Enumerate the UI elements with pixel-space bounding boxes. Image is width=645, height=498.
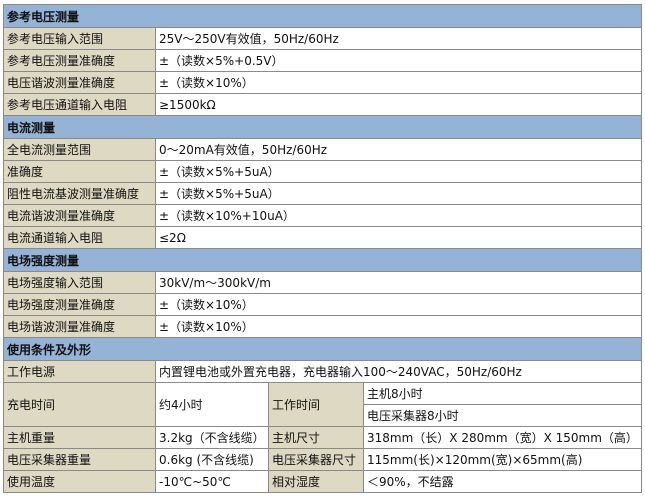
row-value: ±（读数×10%） — [155, 71, 642, 94]
table-row: 主机重量 3.2kg（不含线缆） 主机尺寸 318mm（长）X 280mm（宽）X 1… — [3, 426, 642, 449]
row-value: ±（读数×10%） — [155, 293, 642, 316]
row-value: ≤2Ω — [155, 226, 642, 249]
table-row: 准确度 ±（读数×5%+5uA） — [3, 160, 642, 183]
table-row: 使用温度 -10℃~50℃ 相对湿度 ＜90%，不结露 — [3, 470, 642, 493]
table-row: 电场谐波测量准确度 ±（读数×10%） — [3, 315, 642, 338]
table-row: 参考电压测量准确度 ±（读数×5%+0.5V） — [3, 49, 642, 72]
row-label: 参考电压通道输入电阻 — [3, 93, 156, 116]
table-row: 电压采集器8小时 — [4, 404, 642, 427]
table-row: 充电时间 约4小时 工作时间 主机8小时 — [3, 382, 642, 427]
row-label: 准确度 — [3, 160, 156, 183]
row-value: ±（读数×10%） — [155, 315, 642, 338]
row-value: ±（读数×5%+5uA） — [155, 182, 642, 205]
row-label: 参考电压输入范围 — [3, 27, 156, 50]
table-row: 全电流测量范围 0～20mA有效值，50Hz/60Hz — [3, 138, 642, 161]
row-label: 电场谐波测量准确度 — [3, 315, 156, 338]
table-row: 电流通道输入电阻 ≤2Ω — [3, 226, 642, 249]
row-value: ±（读数×10%+10uA） — [155, 204, 642, 227]
row-label: 电场强度测量准确度 — [3, 293, 156, 316]
row-label: 电压谐波测量准确度 — [3, 71, 156, 94]
spec-table: 参考电压测量 参考电压输入范围 25V～250V有效值，50Hz/60Hz 参考电压测… — [3, 4, 642, 493]
table-row: 电场强度测量准确度 ±（读数×10%） — [3, 293, 642, 316]
table-row: 阻性电流基波测量准确度 ±（读数×5%+5uA） — [3, 182, 642, 205]
row-label: 参考电压测量准确度 — [3, 49, 156, 72]
table-row: 参考电压通道输入电阻 ≥1500kΩ — [3, 93, 642, 116]
row-value: 30kV/m～300kV/m — [155, 271, 642, 294]
table-row: 工作电源 内置锂电池或外置充电器，充电器输入100～240VAC，50Hz/60H… — [3, 360, 642, 383]
row-label: 电流通道输入电阻 — [3, 226, 156, 249]
table-row: 电压谐波测量准确度 ±（读数×10%） — [3, 71, 642, 94]
section-header: 参考电压测量 — [3, 4, 642, 28]
row-value: ±（读数×5%+0.5V） — [155, 49, 642, 72]
table-row: 电场强度输入范围 30kV/m～300kV/m — [3, 271, 642, 294]
section-header: 电流测量 — [3, 115, 642, 139]
table-row: 参考电压输入范围 25V～250V有效值，50Hz/60Hz — [3, 27, 642, 50]
table-row: 电流谐波测量准确度 ±（读数×10%+10uA） — [3, 204, 642, 227]
row-value: ≥1500kΩ — [155, 93, 642, 116]
row-value: 25V～250V有效值，50Hz/60Hz — [155, 27, 642, 50]
section-header: 使用条件及外形 — [3, 337, 642, 361]
row-label: 电流谐波测量准确度 — [3, 204, 156, 227]
table-row: 电压采集器重量 0.6kg (不含线缆) 电压采集器尺寸 115mm(长)×120mm… — [3, 448, 642, 471]
row-label: 阻性电流基波测量准确度 — [3, 182, 156, 205]
row-value: 0～20mA有效值，50Hz/60Hz — [155, 138, 642, 161]
row-value: ±（读数×5%+5uA） — [155, 160, 642, 183]
row-label: 全电流测量范围 — [3, 138, 156, 161]
section-header: 电场强度测量 — [3, 248, 642, 272]
row-label: 电场强度输入范围 — [3, 271, 156, 294]
